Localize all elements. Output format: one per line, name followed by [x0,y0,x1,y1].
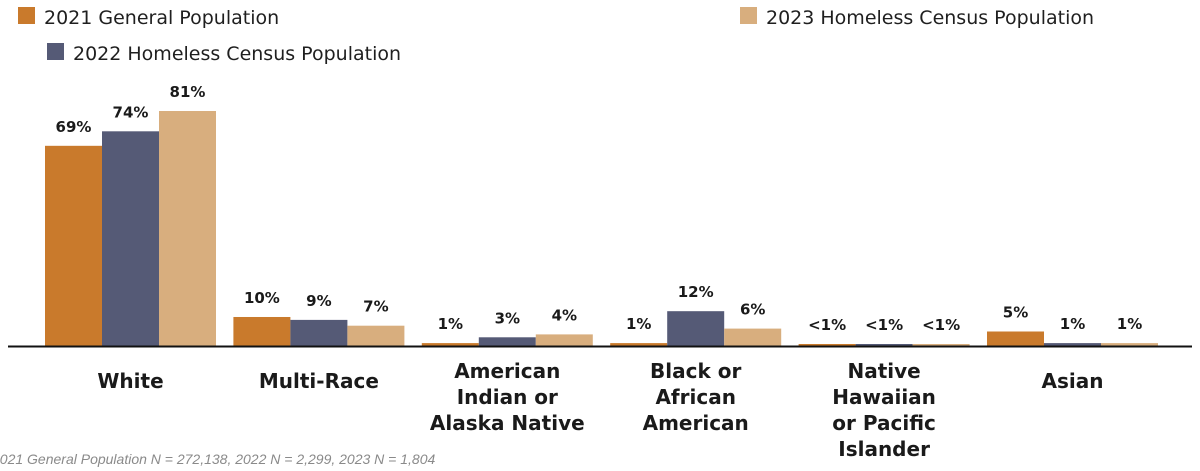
data-label-1-series-2: 74% [113,103,149,121]
data-label-2-series-2: 9% [306,292,331,310]
bar-2-series-2 [290,319,348,346]
legend-label-2: 2022 Homeless Census Population [73,43,401,65]
data-label-5-series-1: <1% [808,316,846,334]
category-label-5-line-3: or Pacific [832,411,936,435]
bar-5-series-2 [855,344,913,346]
data-label-3-series-3: 4% [552,306,577,324]
category-label-3-line-1: American [454,359,560,383]
data-label-2-series-3: 7% [363,298,388,316]
data-label-1-series-3: 81% [170,83,206,101]
data-label-6-series-3: 1% [1117,315,1142,333]
bar-4-series-3 [724,328,782,346]
bar-6-series-2 [1044,343,1101,346]
category-label-5-line-4: Islander [838,437,930,461]
data-label-4-series-2: 12% [678,283,714,301]
category-label-4-line-1: Black or [650,359,741,383]
data-label-2-series-1: 10% [244,289,280,307]
legend-swatch-1 [18,7,35,24]
data-label-6-series-2: 1% [1060,315,1085,333]
bar-6-series-1 [987,331,1044,346]
bar-6-series-3 [1101,343,1158,346]
legend-label-3: 2023 Homeless Census Population [766,7,1094,29]
data-label-6-series-1: 5% [1003,303,1028,321]
bar-3-series-2 [478,337,536,346]
bar-2-series-1 [233,316,291,346]
category-label-4-line-3: American [643,411,749,435]
category-label-3-line-2: Indian or [457,385,558,409]
bar-1-series-2 [102,131,159,346]
category-label-1-line-1: White [97,369,163,393]
data-label-1-series-1: 69% [56,118,92,136]
category-label-5-line-2: Hawaiian [832,385,936,409]
data-label-4-series-3: 6% [740,301,765,319]
bar-4-series-1 [610,343,668,346]
category-label-3-line-3: Alaska Native [430,411,585,435]
bar-5-series-3 [912,344,970,346]
legend-swatch-2 [47,43,64,60]
bar-1-series-1 [45,145,102,346]
data-label-4-series-1: 1% [626,315,651,333]
bar-4-series-2 [667,311,725,346]
data-label-5-series-3: <1% [922,316,960,334]
data-label-3-series-1: 1% [438,315,463,333]
bar-5-series-1 [798,344,856,346]
category-label-5-line-1: Native [847,359,920,383]
category-label-6-line-1: Asian [1042,369,1104,393]
legend-swatch-3 [740,7,757,24]
data-label-5-series-2: <1% [865,316,903,334]
legend-label-1: 2021 General Population [44,7,279,29]
category-label-4-line-2: African [655,385,736,409]
bar-3-series-1 [421,343,479,346]
sample-size-note: 2021 General Population N = 272,138, 202… [0,451,436,467]
bar-1-series-3 [159,111,216,346]
bar-3-series-3 [535,334,593,346]
data-label-3-series-2: 3% [495,309,520,327]
bar-2-series-3 [347,325,405,346]
category-label-2-line-1: Multi-Race [259,369,379,393]
